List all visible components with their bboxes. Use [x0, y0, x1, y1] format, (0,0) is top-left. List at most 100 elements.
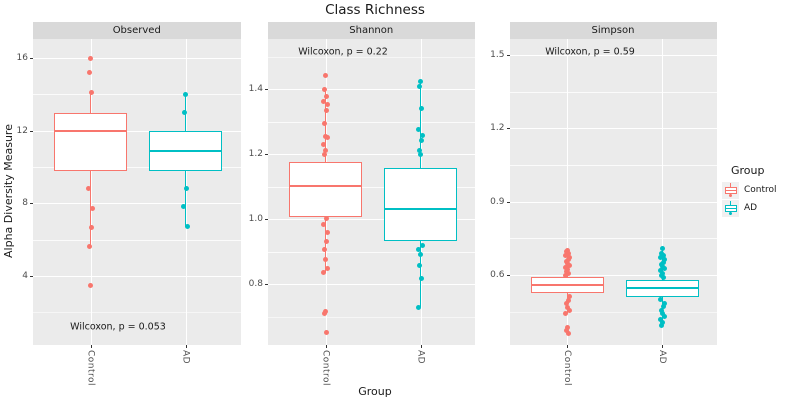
y-tick-mark	[506, 128, 510, 130]
y-tick-mark	[265, 219, 268, 220]
boxplot-median-control	[54, 129, 127, 132]
x-tick-label-ad: AD	[657, 349, 667, 364]
x-tick-mark	[662, 344, 663, 348]
y-tick-label: 1.4	[248, 84, 263, 94]
jitter-point	[324, 215, 329, 221]
jitter-point	[565, 270, 571, 276]
jitter-point	[88, 55, 93, 61]
jitter-point	[657, 317, 663, 323]
y-tick-mark	[30, 58, 33, 59]
boxplot-median-ad	[149, 149, 222, 152]
jitter-point	[565, 251, 571, 257]
jitter-point	[324, 329, 329, 335]
gridline-minor	[268, 251, 475, 253]
jitter-point	[417, 84, 422, 90]
jitter-point	[659, 320, 665, 326]
jitter-point	[419, 275, 424, 281]
facet-strip-observed: Observed	[33, 22, 241, 39]
jitter-point	[323, 147, 328, 153]
jitter-point	[321, 222, 326, 228]
jitter-point	[323, 72, 328, 78]
jitter-point	[661, 300, 667, 306]
jitter-point	[89, 90, 94, 96]
jitter-point	[659, 311, 665, 317]
jitter-point	[184, 186, 189, 192]
jitter-point	[181, 204, 186, 210]
jitter-point	[658, 323, 664, 329]
jitter-point	[183, 91, 188, 97]
jitter-point	[660, 252, 666, 258]
legend-key-part	[728, 211, 733, 216]
y-tick-mark	[30, 276, 33, 278]
jitter-point	[418, 79, 423, 85]
legend-item-ad: AD	[722, 199, 800, 217]
gridline-major	[268, 219, 475, 220]
legend-label-control: Control	[744, 185, 777, 195]
y-tick-label: 0.6	[490, 269, 505, 280]
gridline-minor	[509, 238, 717, 240]
y-tick-label: 0.8	[248, 279, 263, 289]
panel-observed	[33, 38, 241, 345]
jitter-point	[660, 274, 666, 280]
y-tick-label: 1.0	[248, 214, 263, 224]
jitter-point	[322, 87, 327, 93]
x-tick-mark	[185, 344, 187, 348]
gridline-vertical	[567, 38, 568, 345]
facet-strip-shannon: Shannon	[268, 22, 475, 39]
gridline-major	[509, 55, 717, 56]
jitter-point	[563, 301, 569, 307]
gridline-major	[509, 128, 717, 130]
boxplot-median-control	[289, 184, 362, 188]
x-tick-label-ad: AD	[415, 349, 426, 364]
jitter-point	[322, 120, 327, 126]
jitter-point	[416, 247, 421, 253]
gridline-vertical	[662, 38, 663, 345]
boxplot-whisker-control	[90, 94, 92, 247]
y-tick-label: 4	[22, 271, 28, 282]
facet-strip-simpson: Simpson	[509, 22, 717, 39]
jitter-point	[660, 304, 666, 310]
boxplot-median-ad	[384, 207, 457, 211]
gridline-minor	[33, 312, 241, 314]
gridline-minor	[268, 186, 475, 188]
gridline-major	[509, 274, 717, 276]
x-tick-label-control: Control	[562, 349, 572, 386]
legend: Group Control AD	[722, 164, 800, 217]
gridline-major	[268, 284, 475, 285]
jitter-point	[418, 152, 423, 158]
x-tick-mark	[567, 344, 568, 348]
jitter-point	[324, 94, 329, 100]
jitter-point	[417, 147, 422, 153]
y-tick-mark	[265, 284, 268, 285]
y-axis-title: Alpha Diversity Measure	[2, 124, 15, 258]
facet-strip-label: Shannon	[349, 24, 394, 36]
jitter-point	[564, 304, 570, 310]
jitter-point	[325, 102, 330, 108]
jitter-point	[324, 238, 329, 244]
y-tick-mark	[265, 154, 268, 155]
boxplot-median-ad	[625, 286, 699, 290]
y-tick-label: 0.9	[490, 196, 505, 207]
gridline-minor	[33, 167, 241, 169]
jitter-point	[566, 308, 572, 314]
jitter-point	[90, 206, 95, 212]
jitter-point	[661, 266, 667, 272]
legend-title: Group	[731, 164, 765, 177]
y-tick-mark	[30, 203, 33, 205]
wilcoxon-p-label: Wilcoxon, p = 0.053	[70, 321, 166, 333]
jitter-point	[661, 314, 667, 320]
wilcoxon-p-label: Wilcoxon, p = 0.22	[298, 46, 388, 58]
jitter-point	[86, 186, 91, 192]
jitter-point	[321, 270, 326, 276]
jitter-point	[418, 251, 423, 257]
jitter-point	[323, 257, 328, 263]
jitter-point	[562, 310, 568, 316]
wilcoxon-p-label: Wilcoxon, p = 0.59	[545, 46, 635, 58]
jitter-point	[87, 244, 92, 250]
jitter-point	[324, 107, 329, 113]
jitter-point	[420, 132, 425, 138]
jitter-point	[321, 99, 326, 105]
plot-title: Class Richness	[325, 2, 425, 18]
gridline-minor	[268, 121, 475, 123]
